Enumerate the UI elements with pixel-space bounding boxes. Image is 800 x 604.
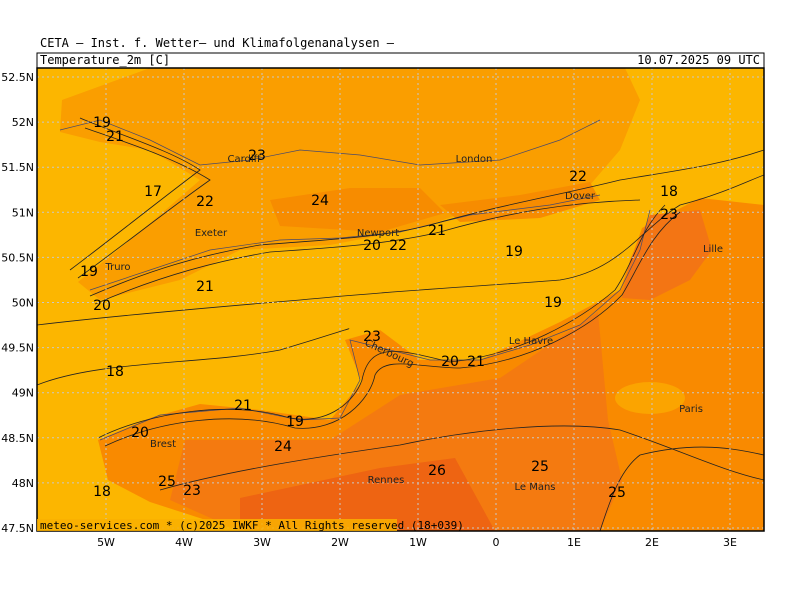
place-name: Lille [703, 244, 723, 255]
contour-line [159, 425, 764, 491]
graticule [37, 68, 764, 531]
place-name: Exeter [195, 228, 228, 239]
lon-label: 4W [175, 536, 193, 549]
place-name: Le Havre [509, 336, 553, 347]
contour-line [37, 328, 350, 386]
place-name: Cardiff [227, 154, 261, 165]
contour-label: 25 [531, 459, 549, 475]
contour-label: 25 [158, 474, 176, 490]
lon-label: 0 [493, 536, 500, 549]
lat-label: 48N [12, 477, 34, 490]
contour-label: 20 [131, 425, 149, 441]
lon-label: 1E [567, 536, 581, 549]
parameter: Temperature_2m [C] [40, 53, 170, 67]
contour-label: 24 [311, 193, 329, 209]
coastline [59, 119, 601, 166]
contour-label: 26 [428, 463, 446, 479]
lat-label: 49N [12, 387, 34, 400]
valid-time: 10.07.2025 09 UTC [637, 53, 760, 67]
lat-label: 51N [12, 206, 34, 219]
place-name: Dover [565, 191, 596, 202]
institute: CETA – Inst. f. Wetter– und Klimafolgena… [40, 36, 395, 50]
contour-label: 19 [505, 244, 523, 260]
contour-label: 21 [106, 129, 124, 145]
place-name: Rennes [368, 475, 405, 486]
lon-label: 3W [253, 536, 271, 549]
england-warm [270, 188, 445, 232]
contour-line [37, 174, 764, 326]
lat-label: 51.5N [1, 161, 34, 174]
contour-label: 19 [93, 115, 111, 131]
contour-label: 19 [80, 264, 98, 280]
contour-line [89, 149, 764, 297]
contour-label: 23 [183, 483, 201, 499]
place-name: Brest [150, 439, 176, 450]
lat-label: 52N [12, 116, 34, 129]
map-frame [36, 67, 765, 532]
contour-line [599, 446, 764, 531]
contour-line [94, 199, 641, 305]
contour-label: 21 [196, 279, 214, 295]
contour-label: 22 [569, 169, 587, 185]
contour-label: 19 [286, 414, 304, 430]
contour-label: 24 [274, 439, 292, 455]
contour-label: 18 [106, 364, 124, 380]
lon-label: 2W [331, 536, 349, 549]
contour-label: 22 [389, 238, 407, 254]
place-name: Newport [357, 228, 399, 239]
france-warm [170, 312, 622, 531]
lon-label: 3E [723, 536, 737, 549]
contour-label: 19 [544, 295, 562, 311]
lon-label: 2E [645, 536, 659, 549]
contour-label: 23 [248, 148, 266, 164]
contour-line [97, 204, 666, 439]
contour-line [77, 127, 211, 279]
lat-label: 52.5N [1, 71, 34, 84]
lon-label: 5W [97, 536, 115, 549]
contour-line [69, 117, 201, 271]
contour-label: 17 [144, 184, 162, 200]
contour-label: 22 [196, 194, 214, 210]
lat-label: 47.5N [1, 522, 34, 535]
field [37, 68, 764, 531]
england-field [60, 68, 640, 300]
contour-label: 20 [441, 354, 459, 370]
lat-label: 50.5N [1, 251, 34, 264]
contour-label: 23 [660, 207, 678, 223]
contour-label: 21 [428, 223, 446, 239]
contour-label: 25 [608, 485, 626, 501]
contour-label: 23 [363, 329, 381, 345]
lat-label: 49.5N [1, 342, 34, 355]
contour-label: 18 [93, 484, 111, 500]
place-name: Paris [679, 404, 703, 415]
contour-label: 21 [467, 354, 485, 370]
place-name: Truro [104, 262, 130, 273]
contour-label: 20 [93, 298, 111, 314]
lon-label: 1W [409, 536, 427, 549]
place-name: Le Mans [514, 482, 555, 493]
lat-label: 48.5N [1, 432, 34, 445]
paris-cool [615, 382, 685, 414]
place-name: London [456, 154, 493, 165]
footer-box [37, 519, 397, 531]
contour-label: 18 [660, 184, 678, 200]
footer: meteo-services.com * (c)2025 IWKF * All … [40, 519, 464, 532]
contour-line [104, 211, 681, 447]
france-hot [240, 458, 495, 531]
lat-label: 50N [12, 297, 34, 310]
contour-label: 21 [234, 398, 252, 414]
contour-label: 20 [363, 238, 381, 254]
coastline [99, 209, 651, 441]
